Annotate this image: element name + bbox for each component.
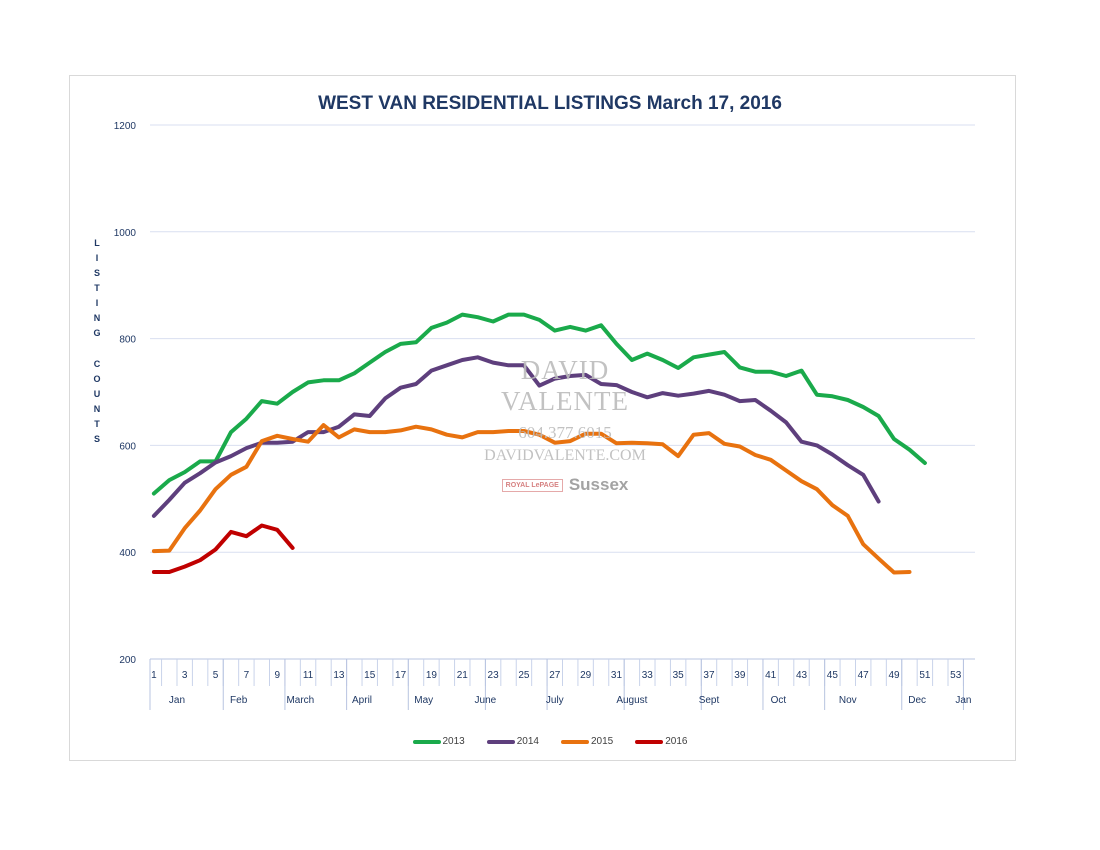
x-tick-label: 45	[827, 670, 839, 681]
x-tick-label: 31	[611, 670, 623, 681]
x-tick-label: 7	[244, 670, 250, 681]
x-tick-label: 19	[426, 670, 438, 681]
x-tick-label: 47	[858, 670, 870, 681]
month-label: August	[616, 695, 647, 706]
x-tick-label: 35	[673, 670, 685, 681]
month-label: April	[352, 695, 372, 706]
x-tick-label: 25	[518, 670, 530, 681]
legend-item-2014: 2014	[486, 736, 539, 747]
brokerage-logo: ROYAL LePAGE	[501, 478, 563, 492]
x-tick-label: 39	[734, 670, 746, 681]
legend-item-2016: 2016	[635, 736, 688, 747]
series-line-2015	[151, 423, 912, 575]
x-tick-label: 23	[488, 670, 500, 681]
month-label: May	[414, 695, 433, 706]
legend-label: 2016	[665, 736, 688, 747]
legend-swatch	[561, 739, 589, 744]
y-tick-label: 400	[119, 548, 136, 559]
month-label: Oct	[771, 695, 787, 706]
x-axis-table: 1 3 5 7 9 11 13 15 17 19 21 23 25 27 29 31 33 35 37 39 41 43 4…	[149, 658, 975, 710]
watermark-name: DAVID VALENTE	[501, 355, 629, 416]
chart-title: WEST VAN RESIDENTIAL LISTINGS March 17, …	[318, 93, 782, 114]
x-tick-label: 21	[457, 670, 469, 681]
month-label: March	[286, 695, 314, 706]
y-tick-labels: 200 400 600 800 1000 1200	[114, 121, 137, 666]
x-tick-label: 29	[580, 670, 592, 681]
month-label: Sept	[699, 695, 720, 706]
month-label: June	[475, 695, 497, 706]
series-line-2013	[151, 312, 927, 496]
brokerage-office: Sussex	[568, 475, 629, 494]
month-label: July	[546, 695, 564, 706]
month-label: Feb	[230, 695, 248, 706]
month-label: Jan	[169, 695, 185, 706]
month-label: Jan	[955, 695, 971, 706]
x-tick-label: 43	[796, 670, 808, 681]
x-tick-label: 41	[765, 670, 777, 681]
x-tick-label: 49	[888, 670, 900, 681]
y-tick-label: 200	[119, 655, 136, 666]
x-tick-label: 9	[274, 670, 280, 681]
series-line-2016	[151, 523, 295, 574]
y-tick-label: 1200	[114, 121, 137, 132]
x-tick-label: 1	[151, 670, 157, 681]
legend-item-2015: 2015	[561, 736, 613, 747]
chart-frame	[69, 75, 1016, 761]
y-tick-label: 1000	[114, 228, 137, 239]
legend-swatch	[486, 739, 515, 744]
x-tick-label: 33	[642, 670, 654, 681]
watermark-site: DAVIDVALENTE.COM	[484, 447, 646, 464]
x-tick-label: 15	[364, 670, 376, 681]
legend-label: 2015	[591, 736, 614, 747]
x-tick-label: 13	[333, 670, 345, 681]
grid-lines	[150, 124, 975, 553]
legend: 2013 2014 2015 2016	[0, 736, 1100, 747]
y-tick-label: 600	[119, 441, 136, 452]
y-tick-label: 800	[119, 335, 136, 346]
month-label: Dec	[908, 695, 926, 706]
legend-label: 2014	[516, 736, 539, 747]
series-lines	[151, 312, 927, 575]
watermark-phone: 604.377.6015	[518, 423, 612, 442]
legend-item-2013: 2013	[412, 736, 465, 747]
legend-swatch	[412, 739, 441, 744]
series-line-2014	[151, 355, 881, 518]
x-tick-label: 5	[213, 670, 219, 681]
x-tick-label: 3	[182, 670, 188, 681]
x-tick-label: 17	[395, 670, 407, 681]
x-tick-label: 37	[703, 670, 715, 681]
x-tick-label: 51	[919, 670, 931, 681]
legend-label: 2013	[442, 736, 465, 747]
x-tick-label: 27	[549, 670, 561, 681]
legend-swatch	[635, 739, 664, 744]
x-tick-label: 11	[303, 670, 314, 681]
watermark: DAVID VALENTE 604.377.6015 DAVIDVALENTE.…	[460, 355, 670, 495]
month-label: Nov	[839, 695, 857, 706]
x-tick-label: 53	[950, 670, 962, 681]
watermark-brand: ROYAL LePAGE Sussex	[460, 475, 670, 495]
